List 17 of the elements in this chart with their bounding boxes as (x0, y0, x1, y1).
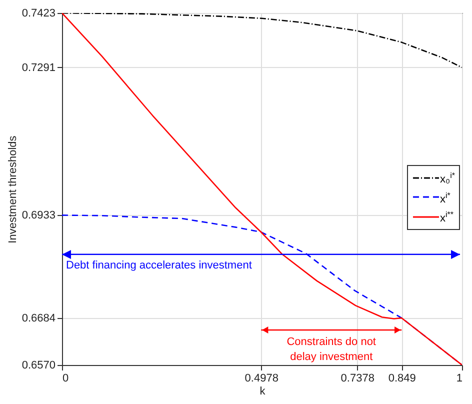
legend-label: x₀$^{i*}$ (440, 170, 455, 188)
x-tick-label: 0.4978 (244, 372, 278, 384)
x-axis-title: k (260, 386, 266, 398)
x-tick-label: 0.7378 (340, 372, 374, 384)
y-tick-label: 0.6684 (22, 312, 56, 324)
legend-label: x$^{i*}$ (440, 190, 450, 208)
x-tick-label: 0 (62, 372, 69, 384)
annotation: Constraints do not delay investment (286, 336, 376, 363)
ref-line-label: Debt financing accelerates investment (66, 259, 252, 272)
y-tick-label: 0.6933 (22, 210, 56, 222)
legend-label: x$^{i**}$ (440, 209, 454, 227)
y-tick-label: 0.7291 (22, 62, 56, 74)
y-tick-label: 0.7423 (22, 8, 56, 20)
y-tick-label: 0.6570 (22, 360, 56, 372)
x-tick-label: 0.849 (388, 372, 416, 384)
x-tick-label: 1 (456, 372, 462, 384)
y-axis-title: Investment thresholds (6, 135, 19, 244)
